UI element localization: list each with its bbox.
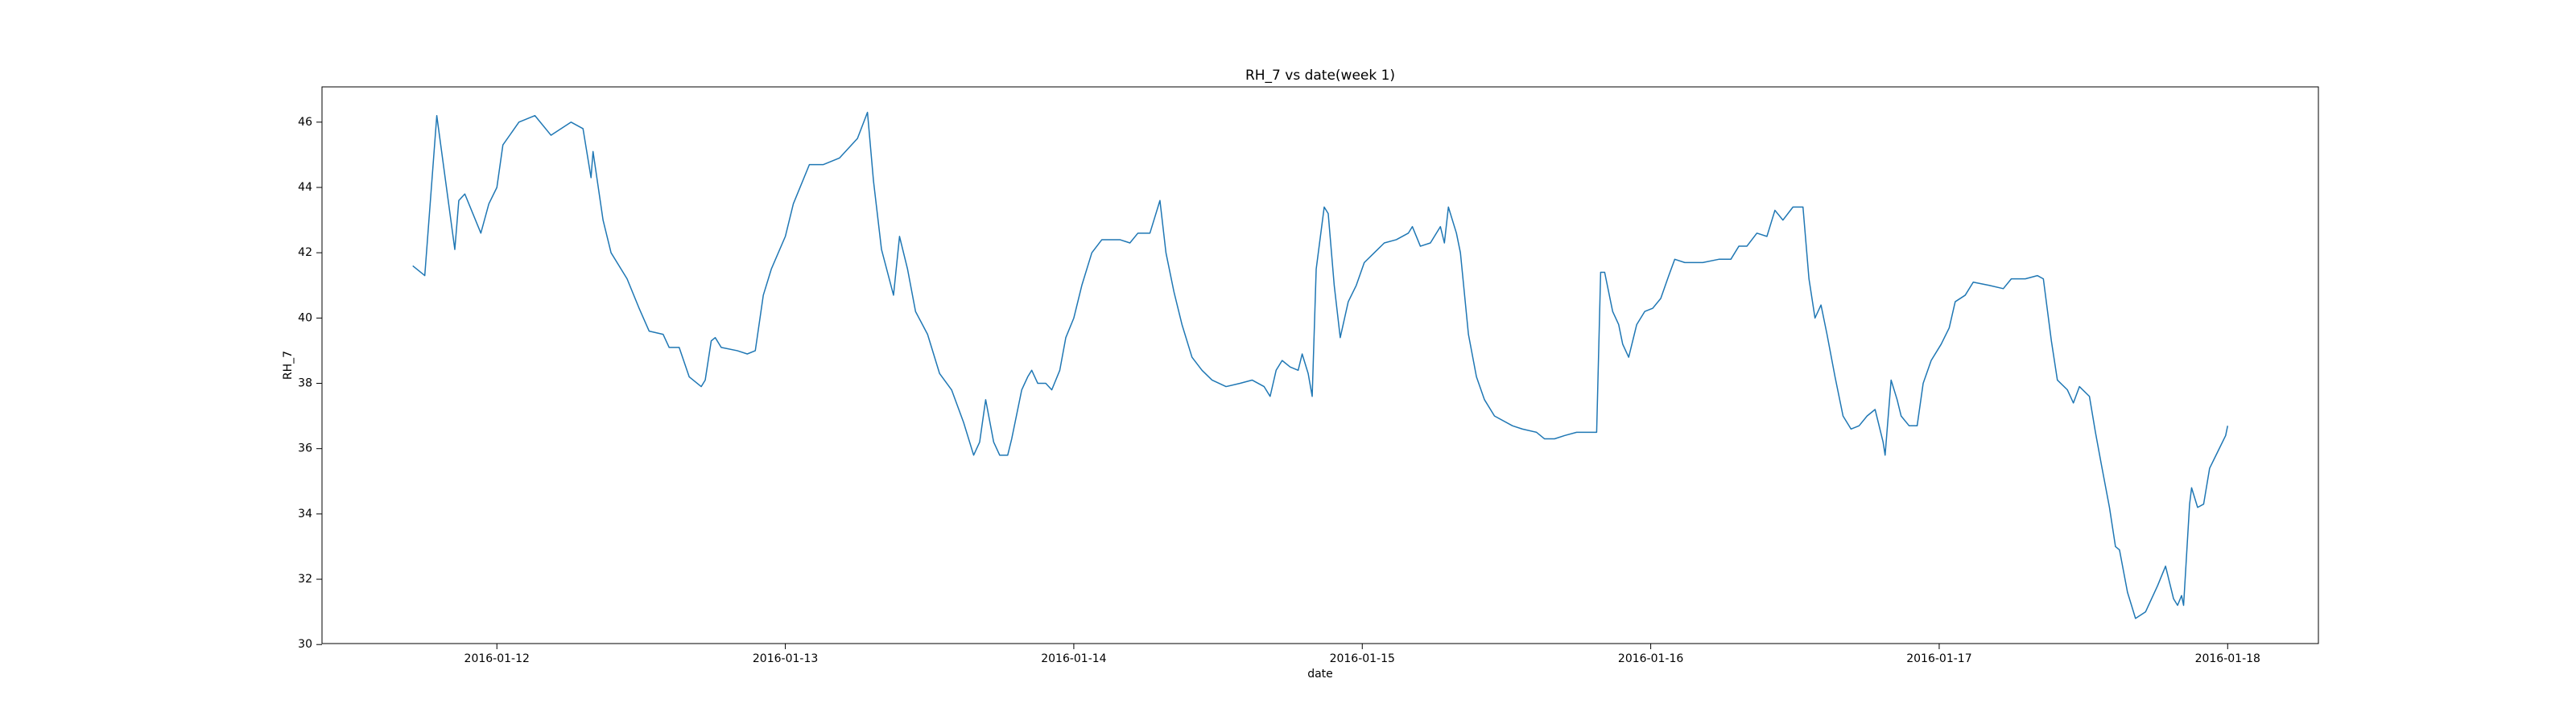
- y-tick-label: 40: [298, 311, 312, 324]
- y-tick-label: 38: [298, 377, 312, 390]
- plot-frame: [321, 86, 2319, 644]
- x-tick-label: 2016-01-18: [2195, 652, 2260, 665]
- x-axis-label: date: [1307, 668, 1333, 681]
- x-tick-label: 2016-01-15: [1330, 652, 1395, 665]
- x-tick-label: 2016-01-16: [1618, 652, 1683, 665]
- x-tick-label: 2016-01-14: [1041, 652, 1106, 665]
- chart-title: RH_7 vs date(week 1): [1245, 68, 1395, 84]
- x-tick-label: 2016-01-17: [1906, 652, 1971, 665]
- y-tick-label: 32: [298, 573, 312, 586]
- data-line: [412, 111, 2229, 619]
- y-tick-label: 46: [298, 116, 312, 129]
- y-tick-label: 42: [298, 246, 312, 259]
- y-tick-label: 34: [298, 508, 312, 520]
- x-tick-label: 2016-01-12: [464, 652, 530, 665]
- y-axis-label: RH_7: [282, 351, 295, 380]
- y-tick-label: 44: [298, 181, 312, 194]
- x-tick-label: 2016-01-13: [753, 652, 818, 665]
- y-tick-label: 30: [298, 638, 312, 651]
- y-tick-label: 36: [298, 442, 312, 455]
